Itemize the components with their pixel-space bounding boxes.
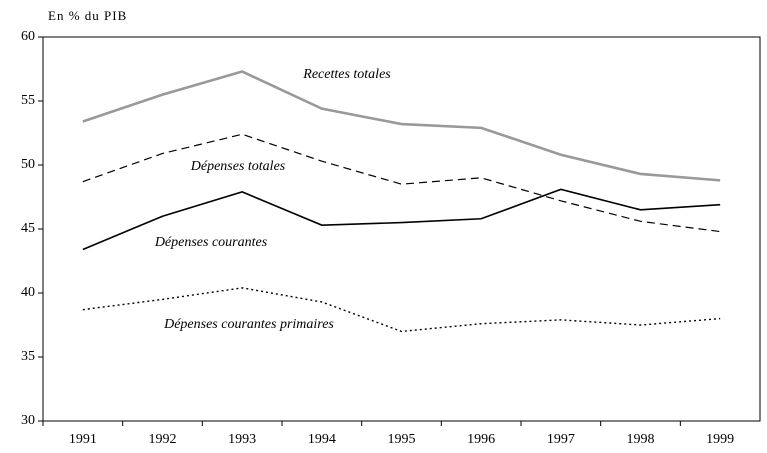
y-tick-label: 55: [21, 93, 35, 108]
series-line: [82, 70, 721, 182]
y-tick-label: 50: [21, 157, 35, 172]
x-tick-label: 1995: [388, 432, 416, 447]
y-tick-label: 30: [21, 413, 35, 428]
x-tick-label: 1997: [547, 432, 575, 447]
y-tick-label: 45: [21, 221, 35, 236]
series-line: [82, 188, 721, 251]
series-line: [82, 133, 721, 233]
y-tick-label: 40: [21, 285, 35, 300]
x-tick-label: 1999: [706, 432, 734, 447]
x-tick-label: 1996: [467, 432, 495, 447]
y-axis-label: En % du PIB: [48, 8, 127, 23]
series-label: Dépenses courantes primaires: [163, 317, 334, 332]
x-tick-label: 1994: [308, 432, 336, 447]
series-label: Dépenses totales: [190, 159, 286, 174]
y-tick-label: 35: [21, 349, 35, 364]
series-label: Recettes totales: [302, 67, 391, 82]
y-tick-label: 60: [21, 29, 35, 44]
series-label: Dépenses courantes: [154, 235, 268, 250]
x-tick-label: 1991: [69, 432, 97, 447]
series-line: [82, 287, 721, 333]
x-tick-label: 1998: [627, 432, 655, 447]
x-tick-label: 1992: [149, 432, 177, 447]
x-tick-label: 1993: [228, 432, 256, 447]
plot-frame: [42, 36, 761, 422]
